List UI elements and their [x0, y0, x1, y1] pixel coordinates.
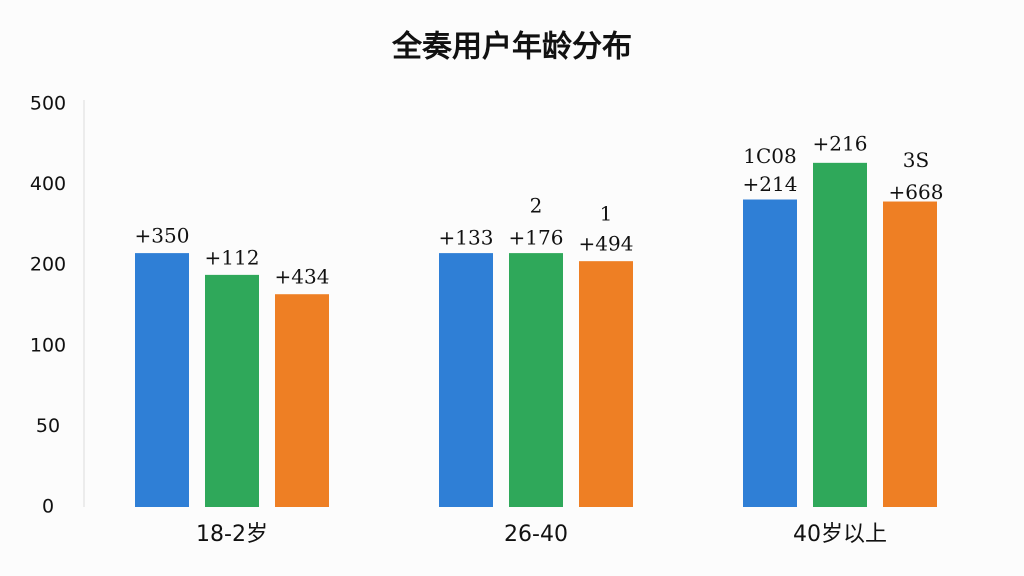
- annotation: 1C08: [743, 144, 796, 168]
- bar: [813, 162, 867, 507]
- y-tick-label: 400: [30, 173, 66, 195]
- y-tick-label: 500: [30, 93, 66, 115]
- bar: [135, 253, 189, 507]
- bar: [205, 274, 259, 507]
- bar: [275, 294, 329, 507]
- annotation: 2: [530, 194, 543, 218]
- annotation: +133: [439, 226, 494, 250]
- bar: [883, 201, 937, 507]
- y-tick-label: 100: [30, 334, 66, 356]
- annotation: 1: [600, 202, 613, 226]
- annotation: 3S: [903, 148, 929, 172]
- y-tick-label: 200: [30, 254, 66, 276]
- annotation: +112: [205, 245, 260, 269]
- annotation: +216: [813, 131, 868, 155]
- annotation: +434: [275, 265, 330, 289]
- bar: [439, 253, 493, 507]
- annotation: +214: [743, 172, 798, 196]
- x-tick-label: 26-40: [504, 522, 568, 547]
- x-tick-label: 40岁以上: [793, 522, 887, 547]
- y-tick-label: 50: [36, 415, 60, 437]
- annotation: +176: [509, 226, 564, 250]
- chart-title: 全奏用户年龄分布: [391, 30, 632, 65]
- annotation: +494: [579, 232, 634, 256]
- x-tick-label: 18-2岁: [196, 522, 268, 547]
- bar: [579, 261, 633, 507]
- y-tick-label: 0: [42, 496, 54, 518]
- bar: [743, 199, 797, 508]
- annotation: +350: [135, 224, 190, 248]
- bar: [509, 253, 563, 507]
- annotation: +668: [889, 180, 944, 204]
